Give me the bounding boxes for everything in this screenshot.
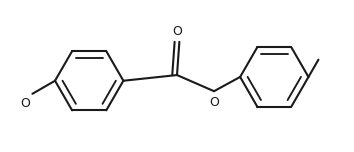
Text: O: O — [20, 97, 30, 110]
Text: O: O — [172, 25, 182, 38]
Text: O: O — [209, 96, 219, 109]
